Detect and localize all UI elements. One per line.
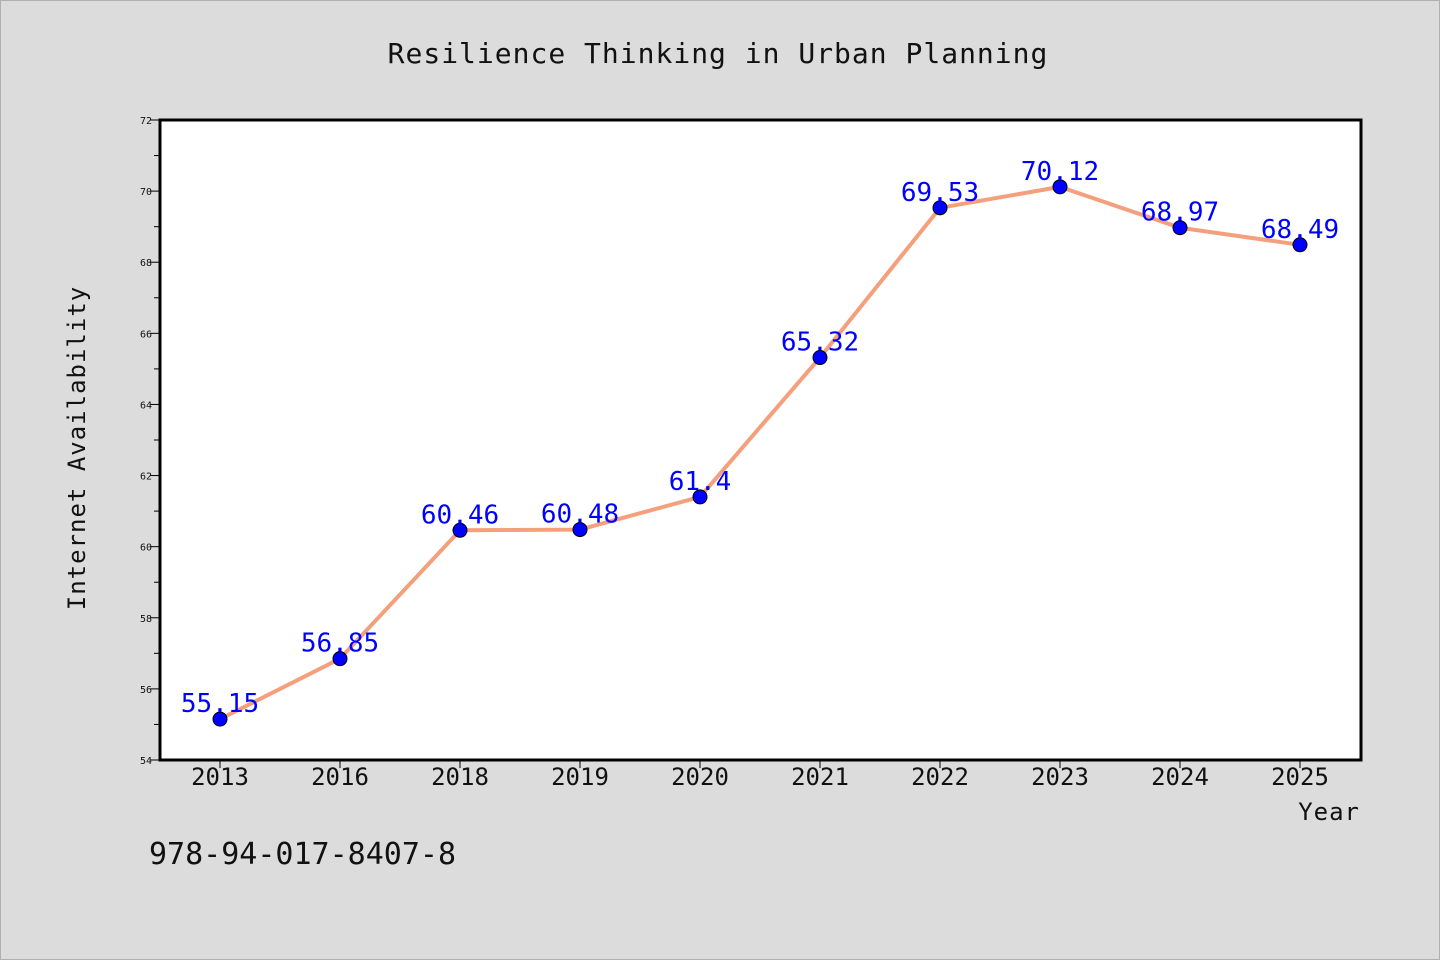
data-point-marker — [1052, 179, 1068, 195]
x-axis-title: Year — [1298, 798, 1360, 826]
data-point-marker — [692, 489, 708, 505]
data-point-marker — [1172, 220, 1188, 236]
data-label-group: 55.15 56.85 60.46 60.48 61.4 65.32 69.53 70.12 6… — [181, 157, 1339, 719]
marker-group — [212, 179, 1308, 727]
data-point-marker — [452, 522, 468, 538]
x-tick-label: 2018 — [431, 763, 489, 791]
plot-area — [160, 120, 1361, 760]
data-label: 55.15 — [181, 689, 259, 719]
chart-title: Resilience Thinking in Urban Planning — [388, 37, 1049, 70]
x-tick-label: 2020 — [671, 763, 729, 791]
y-axis-title: Internet Availability — [63, 286, 91, 610]
data-label: 60.46 — [421, 500, 499, 530]
series-line — [218, 184, 1302, 722]
x-axis-ticks: 2013 2016 2018 2019 2020 2021 2022 2023 2024 2025 — [191, 760, 1329, 791]
data-point-marker — [932, 200, 948, 216]
y-tick-label: 64 — [140, 400, 152, 411]
x-tick-label: 2022 — [911, 763, 969, 791]
data-label: 70.12 — [1021, 157, 1099, 187]
data-label: 65.32 — [781, 328, 859, 358]
data-label: 69.53 — [901, 178, 979, 208]
y-tick-label: 62 — [140, 472, 152, 483]
data-label: 60.48 — [541, 500, 619, 530]
data-point-marker — [1292, 237, 1308, 253]
data-label: 68.97 — [1141, 198, 1219, 228]
x-tick-label: 2016 — [311, 763, 369, 791]
y-tick-label: 66 — [140, 329, 152, 340]
x-tick-label: 2024 — [1151, 763, 1209, 791]
x-tick-label: 2021 — [791, 763, 849, 791]
y-tick-label: 56 — [140, 685, 152, 696]
y-tick-label: 54 — [140, 756, 152, 767]
isbn-text: 978-94-017-8407-8 — [149, 837, 456, 872]
y-tick-label: 72 — [140, 116, 152, 127]
data-label: 68.49 — [1261, 215, 1339, 245]
data-point-marker — [812, 350, 828, 366]
x-tick-label: 2023 — [1031, 763, 1089, 791]
data-label: 56.85 — [301, 629, 379, 659]
y-tick-label: 70 — [140, 187, 152, 198]
y-axis-ticks: 54 56 58 60 62 64 66 68 70 72 — [140, 116, 160, 767]
y-tick-label: 58 — [140, 614, 152, 625]
y-tick-label: 60 — [140, 543, 152, 554]
x-tick-label: 2019 — [551, 763, 609, 791]
y-tick-label: 68 — [140, 258, 152, 269]
data-point-marker — [212, 711, 228, 727]
data-point-marker — [572, 522, 588, 538]
data-point-marker — [332, 651, 348, 667]
plot-border — [158, 118, 1363, 762]
x-tick-label: 2013 — [191, 763, 249, 791]
series-line-group — [218, 184, 1302, 722]
x-tick-label: 2025 — [1271, 763, 1329, 791]
data-label: 61.4 — [669, 467, 732, 497]
